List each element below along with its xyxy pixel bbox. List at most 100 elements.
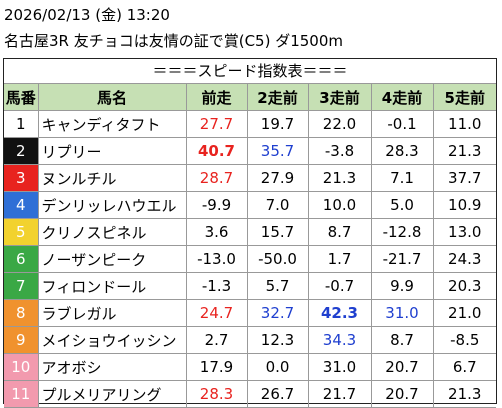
speed-index: 24.7: [185, 299, 248, 327]
speed-index: 21.3: [432, 380, 496, 408]
horse-row: 5 クリノスピネル 3.6 15.7 8.7 -12.8 13.0: [4, 218, 496, 246]
column-header: 馬番: [4, 84, 39, 111]
horse-number: 5: [4, 218, 39, 246]
horse-row: 10 アオボシ 17.9 0.0 31.0 20.7 6.7: [4, 353, 496, 381]
horse-number: 11: [4, 380, 39, 408]
column-header: 4走前: [370, 84, 434, 111]
horse-number: 1: [4, 110, 39, 138]
speed-index: 28.7: [185, 164, 248, 192]
speed-index: -0.7: [307, 272, 372, 300]
speed-index: 42.3: [307, 299, 372, 327]
horse-row: 6 ノーザンピーク -13.0 -50.0 1.7 -21.7 24.3: [4, 245, 496, 273]
speed-index: 17.9: [185, 353, 248, 381]
column-header: 前走: [185, 84, 248, 111]
speed-index: 2.7: [185, 326, 248, 354]
horse-row: 9 メイショウイッシン 2.7 12.3 34.3 8.7 -8.5: [4, 326, 496, 354]
horse-name: キャンディタフト: [37, 110, 187, 138]
horse-number: 6: [4, 245, 39, 273]
horse-row: 11 プルメリアリング 28.3 26.7 21.7 20.7 21.3: [4, 380, 496, 408]
speed-index: 10.9: [432, 191, 496, 219]
horse-number: 10: [4, 353, 39, 381]
speed-index: 22.0: [307, 110, 372, 138]
horse-name: リプリー: [37, 137, 187, 165]
horse-name: メイショウイッシン: [37, 326, 187, 354]
speed-index: 10.0: [307, 191, 372, 219]
speed-index: 9.9: [370, 272, 434, 300]
speed-index: 8.7: [307, 218, 372, 246]
speed-index: 20.7: [370, 380, 434, 408]
speed-index: -0.1: [370, 110, 434, 138]
speed-index: 15.7: [246, 218, 309, 246]
horse-number: 2: [4, 137, 39, 165]
speed-index: 21.3: [307, 164, 372, 192]
speed-index: 28.3: [370, 137, 434, 165]
speed-index: 0.0: [246, 353, 309, 381]
speed-index: 21.7: [307, 380, 372, 408]
speed-index: -3.8: [307, 137, 372, 165]
speed-index: 34.3: [307, 326, 372, 354]
horse-name: ヌンルチル: [37, 164, 187, 192]
horse-name: ノーザンピーク: [37, 245, 187, 273]
speed-table-box: ＝＝＝スピード指数表＝＝＝ 馬番 馬名 前走 2走前 3走前 4走前 5走前 1 キャンディタ…: [3, 58, 497, 408]
horse-row: 2 リプリー 40.7 35.7 -3.8 28.3 21.3: [4, 137, 496, 165]
speed-index: 32.7: [246, 299, 309, 327]
horse-number: 7: [4, 272, 39, 300]
horse-name: プルメリアリング: [37, 380, 187, 408]
horse-row: 1 キャンディタフト 27.7 19.7 22.0 -0.1 11.0: [4, 110, 496, 138]
horse-row: 7 フィロンドール -1.3 5.7 -0.7 9.9 20.3: [4, 272, 496, 300]
speed-index: 20.7: [370, 353, 434, 381]
speed-index: 37.7: [432, 164, 496, 192]
speed-index: 26.7: [246, 380, 309, 408]
horse-number: 3: [4, 164, 39, 192]
speed-index: -1.3: [185, 272, 248, 300]
horse-row: 3 ヌンルチル 28.7 27.9 21.3 7.1 37.7: [4, 164, 496, 192]
speed-index: 8.7: [370, 326, 434, 354]
speed-index: -21.7: [370, 245, 434, 273]
speed-index: -9.9: [185, 191, 248, 219]
horse-number: 8: [4, 299, 39, 327]
header-row: 馬番 馬名 前走 2走前 3走前 4走前 5走前: [4, 84, 496, 111]
speed-table: 馬番 馬名 前走 2走前 3走前 4走前 5走前 1 キャンディタフト 27.7 19.7 22.0…: [4, 84, 496, 408]
datetime: 2026/02/13 (金) 13:20: [4, 6, 170, 24]
speed-index: 11.0: [432, 110, 496, 138]
speed-index: 13.0: [432, 218, 496, 246]
speed-index: 28.3: [185, 380, 248, 408]
horse-name: デンリッレハウエル: [37, 191, 187, 219]
speed-index: 21.0: [432, 299, 496, 327]
speed-index: 31.0: [307, 353, 372, 381]
column-header: 馬名: [37, 84, 187, 111]
horse-name: アオボシ: [37, 353, 187, 381]
horse-name: クリノスピネル: [37, 218, 187, 246]
speed-index: 24.3: [432, 245, 496, 273]
horse-number: 9: [4, 326, 39, 354]
speed-index: 19.7: [246, 110, 309, 138]
column-header: 2走前: [246, 84, 309, 111]
speed-index: 27.9: [246, 164, 309, 192]
speed-index: 27.7: [185, 110, 248, 138]
speed-index: 20.3: [432, 272, 496, 300]
table-title: ＝＝＝スピード指数表＝＝＝: [4, 59, 496, 84]
speed-index: -12.8: [370, 218, 434, 246]
race-title: 名古屋3R 友チョコは友情の証で賞(C5) ダ1500m: [4, 32, 344, 50]
column-header: 5走前: [432, 84, 496, 111]
speed-index: 7.1: [370, 164, 434, 192]
horse-name: フィロンドール: [37, 272, 187, 300]
speed-index: -50.0: [246, 245, 309, 273]
speed-index: 6.7: [432, 353, 496, 381]
speed-index: 3.6: [185, 218, 248, 246]
horse-row: 4 デンリッレハウエル -9.9 7.0 10.0 5.0 10.9: [4, 191, 496, 219]
column-header: 3走前: [307, 84, 372, 111]
speed-index: 12.3: [246, 326, 309, 354]
speed-index: 5.7: [246, 272, 309, 300]
speed-index: 31.0: [370, 299, 434, 327]
speed-index: 1.7: [307, 245, 372, 273]
horse-name: ラブレガル: [37, 299, 187, 327]
speed-index: -13.0: [185, 245, 248, 273]
horse-number: 4: [4, 191, 39, 219]
speed-index: 7.0: [246, 191, 309, 219]
speed-index: 35.7: [246, 137, 309, 165]
horse-row: 8 ラブレガル 24.7 32.7 42.3 31.0 21.0: [4, 299, 496, 327]
speed-index: -8.5: [432, 326, 496, 354]
speed-index: 5.0: [370, 191, 434, 219]
